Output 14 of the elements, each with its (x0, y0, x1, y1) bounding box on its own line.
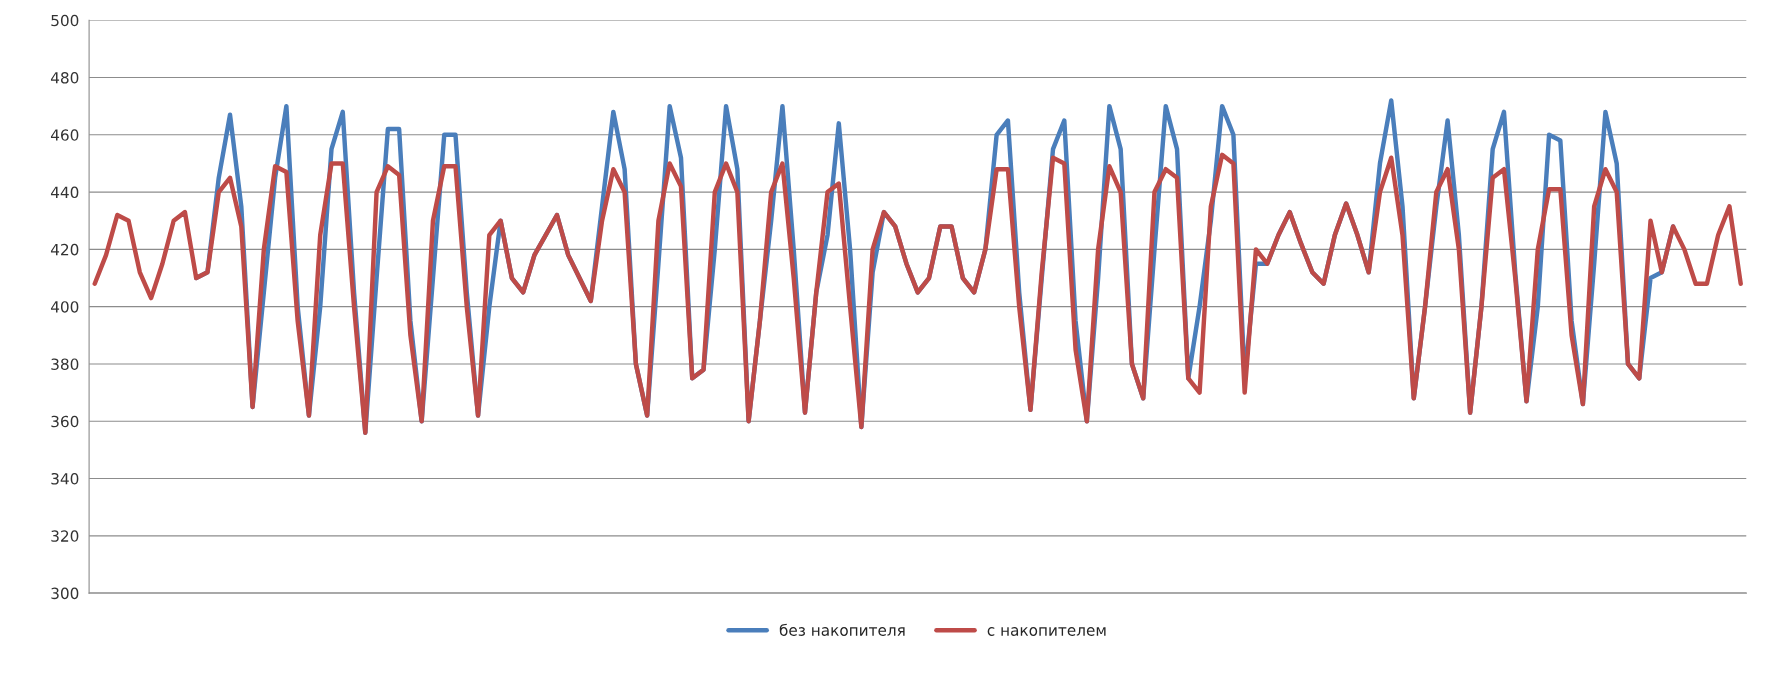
line-series (92, 152, 1743, 435)
y-tick-label: 400 (50, 301, 79, 313)
legend-label: без накопителя (779, 623, 905, 636)
legend-label: с накопителем (987, 627, 1106, 636)
y-tick-label: 340 (51, 473, 79, 485)
y-tick-label: 440 (50, 186, 79, 199)
y-tick-label: 300 (51, 587, 79, 600)
y-tick-label: 320 (51, 530, 79, 542)
y-tick-label: 420 (50, 243, 79, 256)
y-tick-label: 360 (51, 415, 79, 428)
y-tick-label: 380 (51, 358, 79, 370)
y-tick-label: 480 (50, 71, 79, 84)
y-tick-label: 500 (51, 14, 79, 27)
y-tick-label: 460 (50, 129, 79, 141)
